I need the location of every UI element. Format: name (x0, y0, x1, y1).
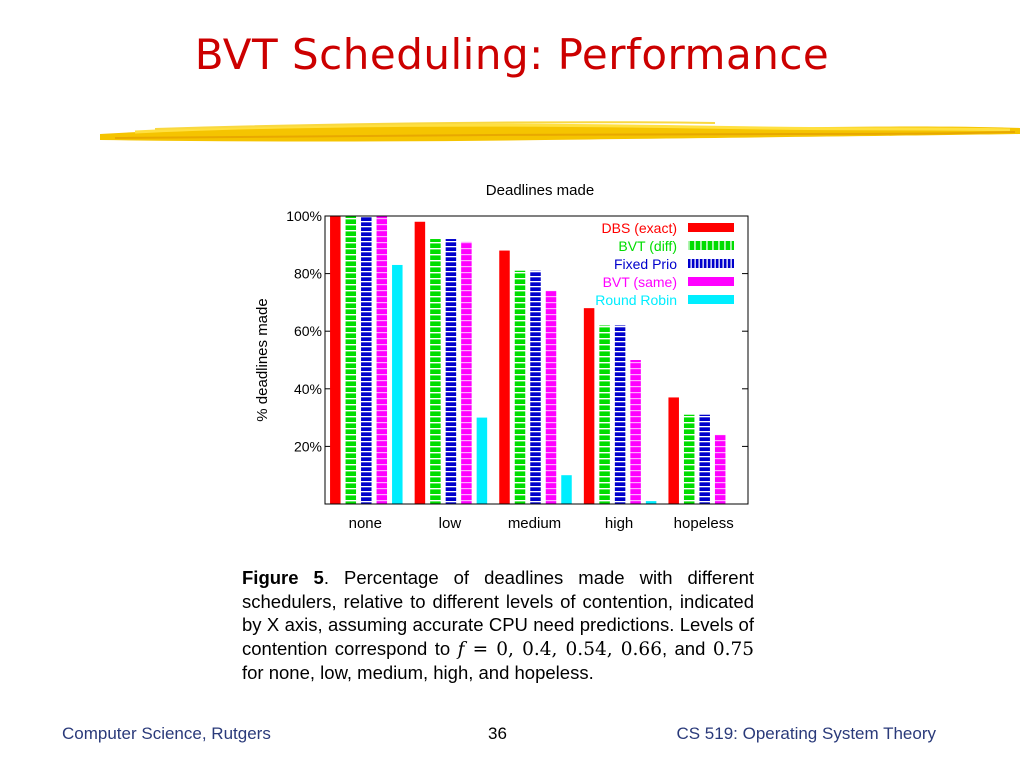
bar-low-1 (430, 239, 441, 504)
bar-high-0 (583, 308, 595, 504)
caption-and: , and (661, 637, 713, 659)
legend-label: Fixed Prio (614, 256, 677, 272)
bar-low-4 (476, 417, 488, 504)
plot-frame (324, 215, 749, 505)
slide-title: BVT Scheduling: Performance (194, 30, 830, 79)
legend-swatch (688, 259, 734, 268)
page-number: 36 (488, 724, 507, 743)
x-tick-label: hopeless (674, 515, 734, 532)
legend-label: BVT (same) (603, 274, 677, 290)
caption-f-eq: = (464, 638, 497, 660)
legend-label: DBS (exact) (602, 220, 677, 236)
legend-swatch (688, 223, 734, 232)
bar-none-2 (361, 216, 372, 504)
footer-institution: Computer Science, Rutgers (62, 724, 271, 743)
legend-label: Round Robin (595, 292, 677, 308)
y-tick-label: 100% (286, 208, 322, 224)
x-tick-label: none (349, 515, 382, 532)
bar-high-1 (599, 325, 610, 504)
footer-course: CS 519: Operating System Theory (676, 724, 936, 743)
bar-medium-2 (530, 270, 541, 504)
bar-chart: Deadlines made % deadlines made 20% 40% 60… (254, 182, 749, 532)
caption-label: Figure 5 (242, 567, 324, 588)
bar-hopeless-0 (668, 397, 679, 504)
y-tick-label: 60% (294, 323, 322, 339)
bar-hopeless-1 (683, 414, 695, 504)
caption-text-2: for none, low, medium, high, and hopeles… (242, 662, 594, 683)
bar-none-4 (392, 264, 403, 504)
y-tick-label: 80% (294, 266, 322, 282)
caption-f-values: 0, 0.4, 0.54, 0.66 (496, 638, 662, 660)
caption-f-last: 0.75 (712, 638, 755, 660)
bar-hopeless-3 (714, 434, 726, 504)
x-tick-label: low (439, 515, 462, 532)
figure-caption: Figure 5. Percentage of deadlines made w… (242, 566, 754, 685)
legend-swatch (688, 241, 734, 250)
bar-medium-4 (561, 475, 572, 504)
caption-f-var: f (457, 638, 465, 660)
y-tick-label: 20% (294, 438, 322, 454)
bar-low-3 (461, 241, 472, 505)
bar-none-0 (330, 216, 341, 504)
bar-high-2 (614, 325, 626, 504)
caption-text-1: . Percentage of deadlines made with diff… (242, 567, 755, 659)
legend-swatch (688, 295, 734, 304)
bar-medium-0 (499, 250, 510, 504)
bar-none-3 (376, 216, 388, 504)
bar-high-4 (645, 501, 657, 504)
bar-hopeless-2 (699, 414, 710, 504)
bar-low-2 (445, 239, 457, 504)
legend-label: BVT (diff) (618, 238, 677, 254)
bar-high-3 (630, 360, 641, 504)
bar-low-0 (414, 221, 426, 504)
bar-medium-3 (545, 290, 557, 504)
legend-swatch (688, 277, 734, 286)
chart-title: Deadlines made (486, 182, 594, 199)
y-axis-label: % deadlines made (254, 298, 271, 421)
bar-medium-1 (514, 270, 526, 504)
bar-none-1 (345, 216, 357, 504)
y-tick-label: 40% (294, 381, 322, 397)
title-underline-brush (100, 121, 1020, 142)
x-tick-label: medium (508, 515, 561, 532)
x-tick-label: high (605, 515, 633, 532)
